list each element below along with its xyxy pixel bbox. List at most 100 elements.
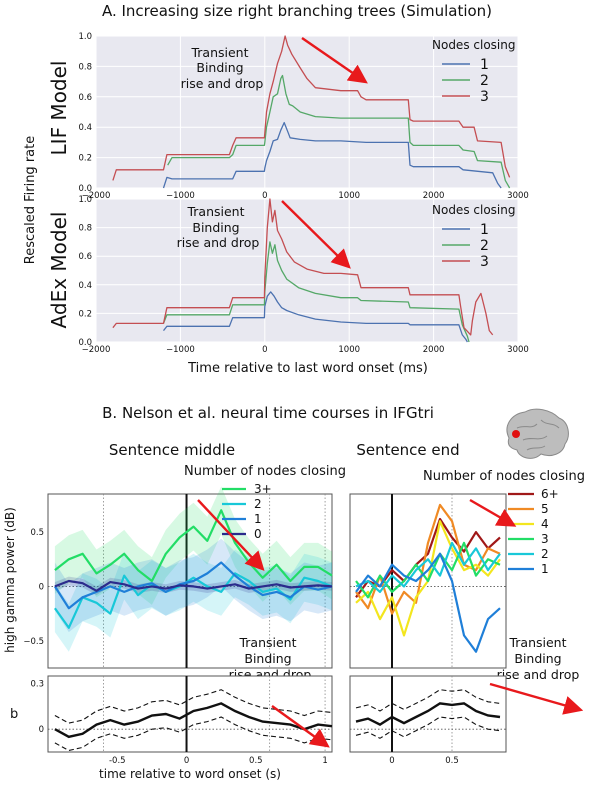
- adex-legend: Nodes closing 123: [432, 203, 515, 270]
- b-middle-lines: [54, 689, 333, 752]
- adex-x-tick-label: −2000: [82, 345, 111, 355]
- sentence-middle-series-3+: [54, 509, 333, 583]
- lif-grid: [95, 35, 519, 189]
- brain-icon: [506, 408, 569, 459]
- lif-x-tick-label: 1000: [338, 191, 360, 201]
- section-a-title: A. Increasing size right branching trees…: [102, 2, 492, 20]
- adex-annotation-line-3: rise and drop: [177, 235, 260, 250]
- sentence-end-series-1: [355, 552, 501, 653]
- bmid-x-tick-label: 0.5: [249, 756, 263, 766]
- sentence-end-series-3: [355, 541, 501, 599]
- sentence-middle-title: Sentence middle: [109, 441, 235, 459]
- lif-y-tick-label: 0.0: [78, 184, 92, 194]
- sentence-end-legend-title: Number of nodes closing: [423, 469, 585, 484]
- adex-y-tick-label: 0.8: [78, 224, 92, 234]
- sentence-middle-y-tick-label: 0.5: [30, 528, 44, 538]
- lif-x-tick-label: 0: [262, 191, 267, 201]
- lif-legend-title: Nodes closing: [432, 38, 515, 52]
- adex-x-tick-label: 0: [262, 345, 267, 355]
- bmid-ci-lower: [54, 716, 333, 752]
- b-middle-y-ticks: 0.30: [30, 680, 44, 736]
- sentence-middle-y-ticks: 0.5 0 −0.5: [23, 528, 44, 647]
- bend-mean-line: [355, 702, 501, 726]
- lif-y-tick-label: 0.4: [78, 123, 92, 133]
- sentence-end-title: Sentence end: [356, 441, 459, 459]
- adex-x-ticks: −2000 −1000 0 1000 2000 3000: [82, 345, 529, 355]
- section-b-title: B. Nelson et al. neural time courses in …: [102, 404, 434, 422]
- adex-series-2: [162, 241, 470, 343]
- sentence-middle-series-1: [53, 561, 333, 610]
- lif-y-tick-label: 0.8: [78, 62, 92, 72]
- lif-y-tick-label: 0.6: [78, 93, 92, 103]
- bend-ci-lower: [355, 716, 501, 739]
- b-end-lines: [355, 689, 501, 739]
- adex-x-tick-label: 3000: [507, 345, 529, 355]
- adex-lines: [112, 198, 494, 343]
- lif-plot-area: [96, 36, 518, 188]
- sentence-end-legend-label-4: 4: [541, 517, 549, 531]
- sentence-middle-legend-label-1: 1: [254, 512, 262, 526]
- sentence-middle-panel: Sentence middle 0.5 0 −0.5 Number of nodes…: [23, 441, 346, 682]
- lif-y-tick-label: 1.0: [78, 32, 92, 42]
- adex-y-tick-label: 0.4: [78, 281, 92, 291]
- lif-x-tick-label: 2000: [423, 191, 445, 201]
- adex-annotation-line-2: Binding: [192, 220, 239, 235]
- sentence-middle-series-0: [54, 579, 333, 592]
- lif-x-tick-label: −1000: [166, 191, 195, 201]
- adex-legend-title: Nodes closing: [432, 203, 515, 217]
- sentence-end-annotation: Transient Binding rise and drop: [497, 635, 580, 682]
- lif-annotation-line-2: Binding: [196, 60, 243, 75]
- lif-y-ticks: 0.0 0.2 0.4 0.6 0.8 1.0: [78, 32, 92, 194]
- adex-legend-label-1: 1: [480, 222, 489, 238]
- adex-y-tick-label: 0.0: [78, 338, 92, 348]
- bmid-x-tick-label: -0.5: [109, 756, 126, 766]
- lif-legend-label-1: 1: [480, 57, 489, 73]
- section-b-xlabel: time relative to word onset (s): [99, 767, 281, 781]
- sentence-end-annotation-line-1: Transient: [508, 635, 566, 650]
- b-end-x-ticks: 0 0.5: [389, 756, 458, 766]
- adex-annotation: Transient Binding rise and drop: [177, 204, 260, 250]
- b-middle-arrow: [271, 705, 330, 748]
- lif-series-1: [162, 121, 502, 189]
- adex-panel: AdEx Model 0.0 0.2 0.4 0.6 0.8 1.0 −2000 −1000…: [47, 195, 529, 355]
- b-end-arrow: [489, 682, 584, 715]
- sentence-end-legend-label-2: 2: [541, 547, 549, 561]
- bmid-x-tick-label: 1: [322, 756, 327, 766]
- lif-annotation: Transient Binding rise and drop: [181, 45, 264, 91]
- lif-legend-label-2: 2: [480, 73, 489, 89]
- sentence-middle-annotation: Transient Binding rise and drop: [229, 635, 312, 682]
- sentence-end-legend-label-1: 1: [541, 562, 549, 576]
- bmid-mean-line: [54, 702, 333, 739]
- adex-x-tick-label: −1000: [166, 345, 195, 355]
- adex-y-tick-label: 0.2: [78, 309, 92, 319]
- sentence-end-lines: [355, 503, 501, 653]
- b-end-reference-lines: [350, 676, 506, 752]
- sentence-end-annotation-line-2: Binding: [514, 651, 561, 666]
- bend-ci-upper: [355, 689, 501, 712]
- section-b-ylabel: high gamma power (dB): [3, 507, 17, 653]
- sentence-middle-y-tick-label: −0.5: [23, 637, 44, 647]
- sentence-middle-legend-label-3+: 3+: [254, 482, 272, 496]
- adex-annotation-line-1: Transient: [186, 204, 244, 219]
- sentence-end-arrow: [469, 498, 517, 527]
- sentence-end-panel: Sentence end Number of nodes closing 6+5…: [349, 441, 585, 682]
- lif-panel: LIF Model 0.0 0.2 0.4 0.6 0.8 1.0 −2000 −1000 0…: [47, 32, 529, 201]
- lif-panel-label: LIF Model: [47, 61, 71, 156]
- sentence-end-series-2: [355, 541, 501, 594]
- adex-legend-label-2: 2: [480, 238, 489, 254]
- sentence-middle-arrow: [197, 499, 265, 572]
- b-end-plot: [349, 675, 507, 753]
- lif-series-3: [112, 35, 511, 181]
- section-a-xlabel: Time relative to last word onset (ms): [187, 361, 428, 376]
- lif-annotation-line-3: rise and drop: [181, 76, 264, 91]
- adex-panel-label: AdEx Model: [47, 212, 71, 329]
- sentence-middle-legend-label-0: 0: [254, 527, 262, 541]
- sentence-middle-legend: Number of nodes closing 3+210: [184, 464, 346, 541]
- adex-y-ticks: 0.0 0.2 0.4 0.6 0.8 1.0: [78, 195, 92, 348]
- b-middle-panel: 0.30 -0.5 0 0.5 1: [30, 675, 333, 766]
- adex-plot-area: [96, 199, 518, 342]
- lif-series-2: [167, 74, 511, 189]
- sentence-middle-lines: [53, 509, 333, 629]
- adex-y-tick-label: 0.6: [78, 252, 92, 262]
- lif-x-ticks: −2000 −1000 0 1000 2000 3000: [82, 191, 529, 201]
